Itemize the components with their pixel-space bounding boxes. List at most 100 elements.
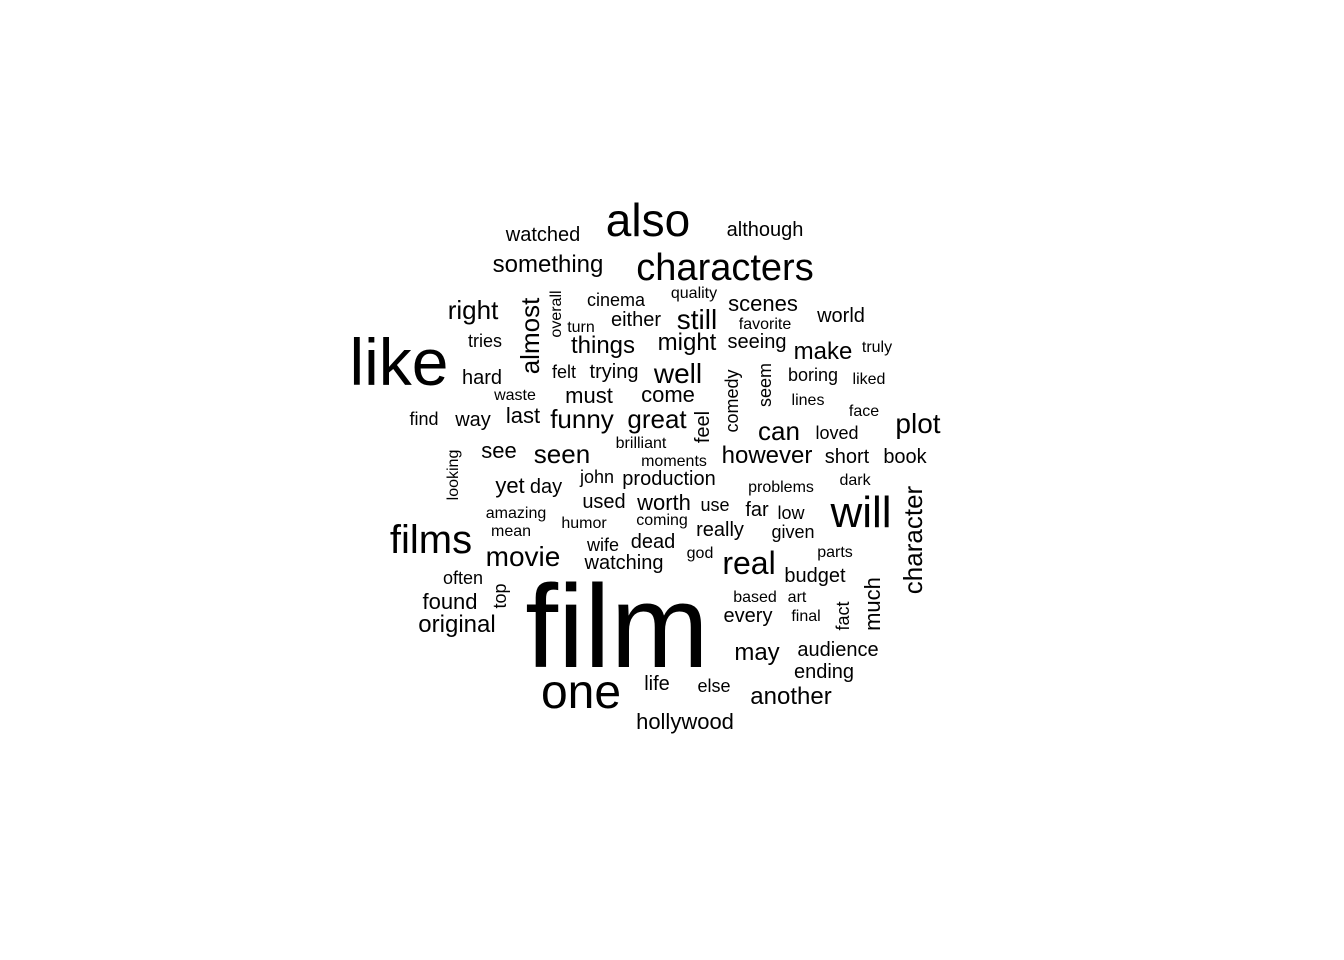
word-favorite: favorite — [738, 316, 792, 333]
word-fact: fact — [833, 601, 853, 631]
word-budget: budget — [784, 565, 846, 587]
word-used: used — [582, 491, 626, 513]
word-truly: truly — [861, 339, 893, 356]
word-final: final — [791, 608, 821, 625]
word-overall: overall — [548, 290, 565, 338]
word-lines: lines — [791, 392, 825, 409]
word-funny: funny — [550, 404, 614, 434]
word-world: world — [817, 305, 865, 327]
word-something: something — [492, 251, 604, 278]
word-things: things — [570, 332, 636, 359]
word-one: one — [540, 666, 622, 719]
word-far: far — [745, 499, 769, 521]
word-much: much — [860, 577, 885, 631]
word-wife: wife — [586, 535, 620, 555]
word-worth: worth — [637, 490, 691, 515]
word-day: day — [529, 476, 563, 498]
word-however: however — [721, 442, 813, 469]
word-come: come — [641, 382, 695, 407]
word-waste: waste — [494, 387, 536, 404]
word-parts: parts — [817, 544, 853, 561]
word-yet: yet — [495, 473, 525, 498]
word-seen: seen — [533, 439, 591, 469]
word-trying: trying — [589, 361, 639, 383]
word-although: although — [726, 219, 804, 241]
word-brilliant: brilliant — [615, 435, 667, 452]
word-quality: quality — [670, 285, 718, 302]
word-scenes: scenes — [728, 291, 798, 316]
word-cinema: cinema — [586, 290, 646, 310]
word-real: real — [722, 545, 776, 581]
word-face: face — [848, 403, 880, 420]
word-also: also — [605, 194, 691, 246]
word-else: else — [697, 676, 731, 696]
word-ending: ending — [793, 661, 855, 683]
word-make: make — [793, 338, 853, 365]
word-well: well — [653, 358, 703, 389]
word-another: another — [750, 683, 832, 710]
word-might: might — [657, 329, 717, 356]
word-looking: looking — [445, 449, 462, 501]
word-humor: humor — [561, 515, 607, 532]
word-comedy: comedy — [722, 369, 742, 433]
word-hollywood: hollywood — [636, 709, 734, 734]
word-may: may — [734, 639, 780, 666]
word-problems: problems — [748, 479, 814, 496]
word-watching: watching — [584, 552, 664, 574]
word-turn: turn — [567, 319, 595, 336]
word-loved: loved — [815, 423, 859, 443]
word-characters: characters — [636, 247, 814, 289]
word-moments: moments — [641, 453, 707, 470]
word-original: original — [418, 611, 496, 638]
word-must: must — [565, 383, 613, 408]
word-watched: watched — [505, 224, 581, 246]
word-coming: coming — [636, 512, 688, 529]
word-book: book — [883, 446, 927, 468]
word-great: great — [627, 404, 687, 434]
word-seeing: seeing — [727, 331, 787, 353]
word-found: found — [422, 589, 478, 614]
word-often: often — [442, 568, 484, 588]
word-last: last — [505, 403, 541, 428]
word-art: art — [787, 589, 807, 606]
word-given: given — [771, 522, 815, 542]
word-john: john — [579, 467, 615, 487]
word-audience: audience — [797, 639, 879, 661]
word-movie: movie — [485, 541, 561, 572]
word-films: films — [389, 518, 473, 562]
word-find: find — [409, 409, 439, 429]
word-will: will — [830, 488, 892, 537]
word-short: short — [824, 446, 870, 468]
word-like: like — [349, 325, 449, 399]
word-boring: boring — [787, 365, 839, 385]
word-based: based — [733, 589, 777, 606]
word-way: way — [455, 409, 491, 431]
word-mean: mean — [490, 523, 532, 540]
word-liked: liked — [852, 371, 886, 388]
word-amazing: amazing — [485, 505, 547, 522]
word-can: can — [758, 416, 800, 446]
word-felt: felt — [551, 362, 577, 382]
word-production: production — [622, 468, 716, 490]
word-plot: plot — [895, 408, 941, 439]
word-either: either — [610, 309, 662, 331]
word-every: every — [723, 605, 773, 627]
word-life: life — [644, 673, 670, 695]
word-feel: feel — [692, 410, 714, 444]
word-seem: seem — [755, 362, 775, 408]
word-really: really — [696, 519, 744, 541]
word-dark: dark — [839, 472, 871, 489]
word-use: use — [700, 495, 730, 515]
word-dead: dead — [630, 531, 676, 553]
word-still: still — [676, 304, 718, 335]
word-low: low — [777, 503, 805, 523]
word-god: god — [686, 545, 714, 562]
word-tries: tries — [467, 331, 503, 351]
word-film: film — [525, 561, 709, 693]
word-hard: hard — [461, 367, 503, 389]
word-see: see — [481, 438, 517, 463]
word-right: right — [447, 295, 499, 325]
word-almost: almost — [515, 297, 545, 375]
word-character: character — [898, 485, 928, 595]
